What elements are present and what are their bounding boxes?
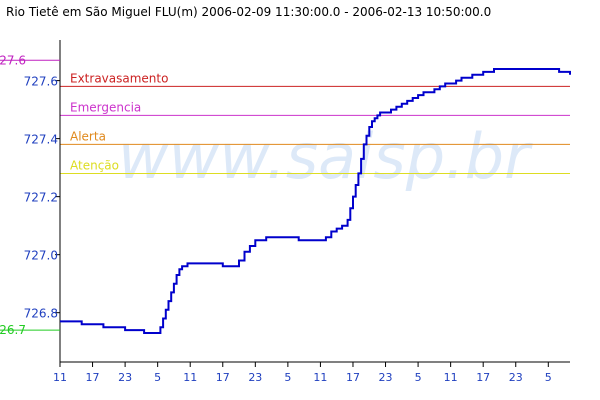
x-tick-label-7: 5 xyxy=(284,371,291,384)
x-tick-label-0: 11 xyxy=(53,371,67,384)
y-tick-label-4: 727.6 xyxy=(24,75,58,89)
max-marker-label: 727.6 xyxy=(0,53,26,67)
y-tick-label-3: 727.4 xyxy=(24,133,58,147)
x-tick-label-11: 5 xyxy=(415,371,422,384)
x-tick-label-14: 23 xyxy=(509,371,523,384)
x-tick-label-13: 17 xyxy=(476,371,490,384)
x-tick-label-1: 17 xyxy=(86,371,100,384)
x-tick-label-8: 11 xyxy=(313,371,327,384)
extreme-markers: 727.6 726.7 xyxy=(0,53,60,337)
threshold-label-2: Alerta xyxy=(70,129,106,143)
y-tick-label-0: 726.8 xyxy=(24,307,58,321)
threshold-label-1: Emergencia xyxy=(70,100,141,114)
x-tick-label-15: 5 xyxy=(545,371,552,384)
y-ticks: 726.8 727.0 727.2 727.4 727.6 xyxy=(24,75,60,321)
watermark: www.saisp.br xyxy=(118,120,533,193)
threshold-label-3: Atenção xyxy=(70,158,119,172)
x-tick-label-3: 5 xyxy=(154,371,161,384)
min-marker-label: 726.7 xyxy=(0,323,26,337)
threshold-label-0: Extravasamento xyxy=(70,71,168,85)
x-tick-label-2: 23 xyxy=(118,371,132,384)
series-group xyxy=(60,68,571,334)
x-ticks: 11 17 23 5 11 17 23 5 11 17 23 5 11 17 23 5 xyxy=(53,362,552,384)
x-tick-label-5: 17 xyxy=(216,371,230,384)
y-tick-label-1: 727.0 xyxy=(24,249,58,263)
axes xyxy=(59,40,570,363)
x-tick-label-6: 23 xyxy=(248,371,262,384)
chart-title: Rio Tietê em São Miguel FLU(m) 2006-02-0… xyxy=(6,5,491,19)
x-tick-label-4: 11 xyxy=(183,371,197,384)
series-line-0 xyxy=(60,68,571,334)
x-tick-label-10: 23 xyxy=(379,371,393,384)
threshold-lines: Extravasamento Emergencia Alerta Atenção xyxy=(60,71,570,174)
x-tick-label-9: 17 xyxy=(346,371,360,384)
x-tick-label-12: 11 xyxy=(444,371,458,384)
y-tick-label-2: 727.2 xyxy=(24,191,58,205)
